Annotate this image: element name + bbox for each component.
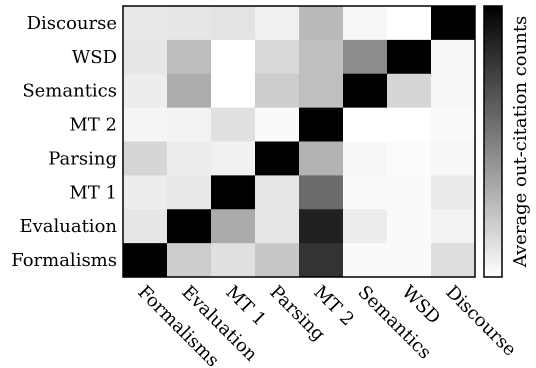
- heatmap-cell: [343, 73, 388, 109]
- heatmap-cell: [431, 107, 476, 143]
- heatmap-cell: [123, 175, 168, 210]
- colorbar: [483, 5, 503, 278]
- heatmap-cell: [299, 175, 344, 210]
- heatmap-cell: [387, 107, 432, 143]
- heatmap-cell: [211, 6, 256, 41]
- y-tick-label: Evaluation: [19, 216, 117, 237]
- y-tick-label: MT 1: [69, 182, 117, 203]
- heatmap-cell: [123, 6, 168, 41]
- heatmap-cell: [255, 243, 300, 278]
- heatmap-frame: [122, 5, 476, 278]
- colorbar-label: Average out-citation counts: [510, 16, 531, 269]
- heatmap-cell: [123, 141, 168, 176]
- heatmap-cells: [123, 6, 476, 278]
- heatmap-cell: [255, 175, 300, 210]
- heatmap-cell: [167, 141, 212, 176]
- heatmap-cell: [431, 175, 476, 210]
- heatmap-cell: [123, 107, 168, 143]
- y-tick-label: Discourse: [27, 13, 117, 34]
- heatmap-cell: [167, 73, 212, 109]
- heatmap-cell: [299, 73, 344, 109]
- y-tick-label: MT 2: [69, 115, 117, 136]
- heatmap-cell: [123, 73, 168, 109]
- y-tick-label: Formalisms: [11, 250, 117, 271]
- heatmap-cell: [255, 73, 300, 109]
- heatmap-cell: [431, 243, 476, 278]
- y-tick-labels: Discourse WSD Semantics MT 2 Parsing MT 1 Eval…: [11, 13, 117, 271]
- heatmap-cell: [211, 243, 256, 278]
- heatmap-cell: [343, 141, 388, 176]
- heatmap-cell: [299, 243, 344, 278]
- heatmap-cell: [167, 107, 212, 143]
- heatmap-cell: [123, 243, 168, 278]
- heatmap-cell: [387, 6, 432, 41]
- heatmap-cell: [255, 141, 300, 176]
- heatmap-cell: [211, 73, 256, 109]
- heatmap-cell: [343, 107, 388, 143]
- heatmap-cell: [299, 6, 344, 41]
- heatmap-cell: [167, 243, 212, 278]
- heatmap-cell: [343, 209, 388, 244]
- heatmap-cell: [299, 39, 344, 75]
- heatmap-cell: [387, 209, 432, 244]
- heatmap-cell: [211, 141, 256, 176]
- heatmap-cell: [255, 107, 300, 143]
- heatmap-cell: [431, 209, 476, 244]
- heatmap-cell: [343, 175, 388, 210]
- heatmap-cell: [211, 175, 256, 210]
- y-tick-label: Semantics: [22, 81, 117, 102]
- heatmap-cell: [167, 209, 212, 244]
- heatmap-cell: [255, 39, 300, 75]
- heatmap-cell: [167, 175, 212, 210]
- heatmap-cell: [387, 243, 432, 278]
- heatmap-cell: [431, 39, 476, 75]
- y-tick-label: Parsing: [48, 148, 117, 169]
- heatmap-cell: [299, 107, 344, 143]
- heatmap-cell: [299, 141, 344, 176]
- heatmap-cell: [255, 6, 300, 41]
- heatmap-cell: [167, 39, 212, 75]
- heatmap-cell: [387, 175, 432, 210]
- heatmap-cell: [211, 39, 256, 75]
- heatmap-cell: [387, 141, 432, 176]
- heatmap-cell: [211, 107, 256, 143]
- heatmap-cell: [123, 209, 168, 244]
- y-tick-label: WSD: [72, 47, 117, 68]
- heatmap-cell: [431, 141, 476, 176]
- heatmap-cell: [255, 209, 300, 244]
- heatmap-cell: [343, 6, 388, 41]
- x-tick-label: Discourse: [441, 282, 520, 361]
- heatmap-cell: [343, 39, 388, 75]
- heatmap-cell: [167, 6, 212, 41]
- heatmap-cell: [431, 73, 476, 109]
- heatmap-cell: [211, 209, 256, 244]
- heatmap-cell: [387, 73, 432, 109]
- heatmap-cell: [343, 243, 388, 278]
- heatmap-cell: [299, 209, 344, 244]
- heatmap-cell: [387, 39, 432, 75]
- heatmap-cell: [431, 6, 476, 41]
- heatmap-cell: [123, 39, 168, 75]
